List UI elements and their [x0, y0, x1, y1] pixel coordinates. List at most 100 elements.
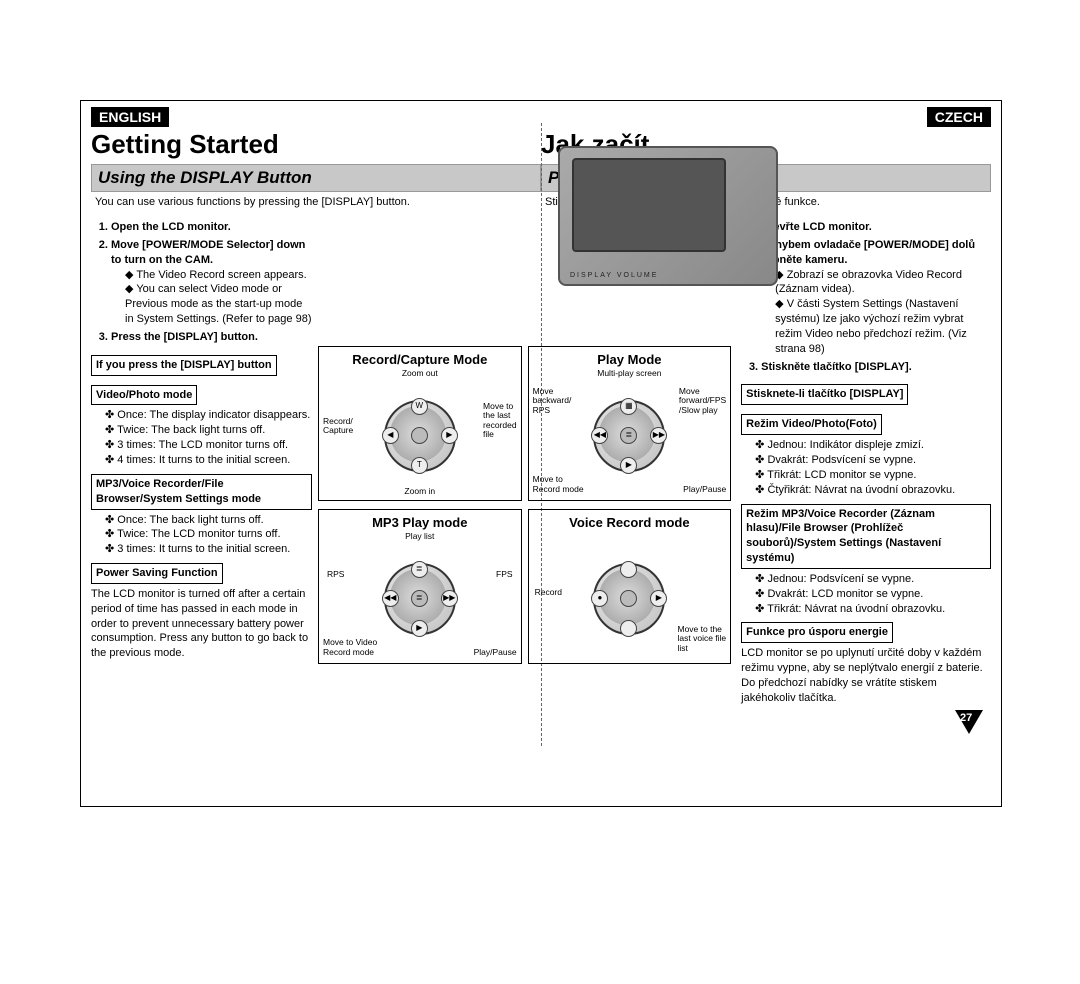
- en-psf-text: The LCD monitor is turned off after a ce…: [91, 587, 312, 661]
- mode-voice-record: Voice Record mode ● ▶ Record Move to the…: [528, 509, 732, 664]
- czech-column: Otevřte LCD monitor. Pohybem ovladače [P…: [731, 216, 991, 706]
- cz-vp1: Jednou: Indikátor displeje zmizí.: [755, 438, 991, 453]
- dial-icon: ● ▶: [593, 563, 665, 635]
- en-box-mp3voice: MP3/Voice Recorder/File Browser/System S…: [91, 474, 312, 510]
- dpad-down-icon: ▶: [411, 620, 428, 637]
- mode-play: Play Mode ▦ ◀◀ ▶▶ ▶ ≣ Multi-play screen …: [528, 346, 732, 501]
- play-callout-right: Move forward/FPS /Slow play: [679, 387, 726, 415]
- mode-record-capture: Record/Capture Mode W T ◀ ▶ Zoom out Zoo…: [318, 346, 522, 501]
- en-vp1: Once: The display indicator disappears.: [105, 408, 312, 423]
- dpad-left-icon: ◀◀: [591, 427, 608, 444]
- dpad-center-icon: [620, 590, 637, 607]
- cz-vp3: Třikrát: LCD monitor se vypne.: [755, 468, 991, 483]
- en-step-2b: You can select Video mode or Previous mo…: [125, 282, 312, 327]
- cz-vp4: Čtyřikrát: Návrat na úvodní obrazovku.: [755, 483, 991, 498]
- title-english: Getting Started: [91, 129, 541, 160]
- dpad-up-icon: W: [411, 398, 428, 415]
- intro-english: You can use various functions by pressin…: [91, 194, 541, 210]
- mode-mp3-play: MP3 Play mode ≣ ◀◀ ▶▶ ▶ ≣ Play list RPS …: [318, 509, 522, 664]
- en-vp4: 4 times: It turns to the initial screen.: [105, 453, 312, 468]
- en-step-1: Open the LCD monitor.: [111, 220, 312, 235]
- device-button-labels: DISPLAY VOLUME: [570, 271, 658, 280]
- rec-callout-bottom: Zoom in: [404, 487, 435, 496]
- mp3-callout-left: RPS: [327, 570, 344, 579]
- dial-icon: ≣ ◀◀ ▶▶ ▶ ≣: [384, 563, 456, 635]
- en-mv-list: Once: The back light turns off. Twice: T…: [91, 513, 312, 558]
- en-vp3: 3 times: The LCD monitor turns off.: [105, 438, 312, 453]
- en-mv1: Once: The back light turns off.: [105, 513, 312, 528]
- cz-step-3: Stiskněte tlačítko [DISPLAY].: [761, 360, 991, 375]
- cz-step-1: Otevřte LCD monitor.: [761, 220, 991, 235]
- en-box-powersave: Power Saving Function: [91, 563, 223, 584]
- cz-box-if-press: Stisknete-li tlačítko [DISPLAY]: [741, 384, 908, 405]
- mp3-callout-top: Play list: [405, 532, 434, 541]
- dpad-down-icon: ▶: [620, 457, 637, 474]
- dpad-center-icon: ≣: [411, 590, 428, 607]
- czech-steps: Otevřte LCD monitor. Pohybem ovladače [P…: [761, 220, 991, 374]
- device-body: DISPLAY VOLUME: [558, 146, 778, 286]
- rec-callout-left: Record/ Capture: [323, 417, 353, 436]
- lang-english-tag: ENGLISH: [91, 107, 169, 127]
- cz-step-2b: V části System Settings (Nastavení systé…: [775, 297, 991, 356]
- main-body: Open the LCD monitor. Move [POWER/MODE S…: [81, 212, 1001, 806]
- dpad-center-icon: ≣: [620, 427, 637, 444]
- play-callout-bl: Move to Record mode: [533, 475, 584, 494]
- device-screen: [572, 158, 726, 252]
- dpad-right-icon: ▶▶: [441, 590, 458, 607]
- english-steps: Open the LCD monitor. Move [POWER/MODE S…: [111, 220, 312, 345]
- mode-play-title: Play Mode: [533, 351, 727, 369]
- en-box-if-press: If you press the [DISPLAY] button: [91, 355, 277, 376]
- mode-grid: Record/Capture Mode W T ◀ ▶ Zoom out Zoo…: [318, 346, 731, 664]
- en-mv2: Twice: The LCD monitor turns off.: [105, 527, 312, 542]
- dpad-right-icon: ▶: [441, 427, 458, 444]
- dpad-right-icon: ▶: [650, 590, 667, 607]
- cz-step-2a: Zobrazí se obrazovka Video Record (Zázna…: [775, 268, 991, 298]
- dial-icon: W T ◀ ▶: [384, 400, 456, 472]
- play-callout-br: Play/Pause: [683, 485, 726, 494]
- lang-czech-tag: CZECH: [927, 107, 991, 127]
- cz-step-2: Pohybem ovladače [POWER/MODE] dolů zapně…: [761, 238, 991, 357]
- dpad-right-icon: ▶▶: [650, 427, 667, 444]
- rec-callout-top: Zoom out: [402, 369, 438, 378]
- cz-vp2: Dvakrát: Podsvícení se vypne.: [755, 453, 991, 468]
- dpad-down-icon: T: [411, 457, 428, 474]
- en-vp2: Twice: The back light turns off.: [105, 423, 312, 438]
- mode-voice-title: Voice Record mode: [533, 514, 727, 532]
- english-column: Open the LCD monitor. Move [POWER/MODE S…: [91, 216, 318, 706]
- voice-callout-right: Move to the last voice file list: [678, 625, 727, 653]
- play-callout-top: Multi-play screen: [597, 369, 661, 378]
- device-illustration: DISPLAY VOLUME: [558, 146, 778, 286]
- mode-rec-title: Record/Capture Mode: [323, 351, 517, 369]
- page-number: 27: [960, 712, 972, 724]
- cz-vp-list: Jednou: Indikátor displeje zmizí. Dvakrá…: [741, 438, 991, 497]
- center-diagrams: DISPLAY VOLUME Record/Capture Mode W T ◀…: [318, 216, 731, 706]
- cz-mv-list: Jednou: Podsvícení se vypne. Dvakrát: LC…: [741, 572, 991, 617]
- dpad-center-icon: [411, 427, 428, 444]
- en-box-videophoto: Video/Photo mode: [91, 385, 197, 406]
- play-callout-left: Move backward/ RPS: [533, 387, 572, 415]
- mode-mp3-title: MP3 Play mode: [323, 514, 517, 532]
- dpad-up-icon: ▦: [620, 398, 637, 415]
- rec-callout-right: Move to the last recorded file: [483, 402, 517, 439]
- dpad-left-icon: ◀: [382, 427, 399, 444]
- en-step-2a: The Video Record screen appears.: [125, 268, 312, 283]
- dpad-left-icon: ●: [591, 590, 608, 607]
- dpad-up-icon: ≣: [411, 561, 428, 578]
- cz-box-mp3voice: Režim MP3/Voice Recorder (Záznam hlasu)/…: [741, 504, 991, 569]
- mp3-callout-right: FPS: [496, 570, 513, 579]
- dpad-down-icon: [620, 620, 637, 637]
- cz-psf-text: LCD monitor se po uplynutí určité doby v…: [741, 646, 991, 705]
- en-mv3: 3 times: It turns to the initial screen.: [105, 542, 312, 557]
- subtitle-english: Using the DISPLAY Button: [91, 164, 541, 192]
- cz-mv2: Dvakrát: LCD monitor se vypne.: [755, 587, 991, 602]
- en-step-2-text: Move [POWER/MODE Selector] down to turn …: [111, 239, 305, 266]
- en-vp-list: Once: The display indicator disappears. …: [91, 408, 312, 467]
- page-number-triangle: 27: [955, 710, 983, 734]
- dpad-left-icon: ◀◀: [382, 590, 399, 607]
- dial-icon: ▦ ◀◀ ▶▶ ▶ ≣: [593, 400, 665, 472]
- cz-box-powersave: Funkce pro úsporu energie: [741, 622, 893, 643]
- cz-mv3: Třikrát: Návrat na úvodní obrazovku.: [755, 602, 991, 617]
- voice-callout-left: Record: [535, 588, 562, 597]
- mp3-callout-bl: Move to Video Record mode: [323, 638, 377, 657]
- cz-box-videophoto: Režim Video/Photo(Foto): [741, 414, 882, 435]
